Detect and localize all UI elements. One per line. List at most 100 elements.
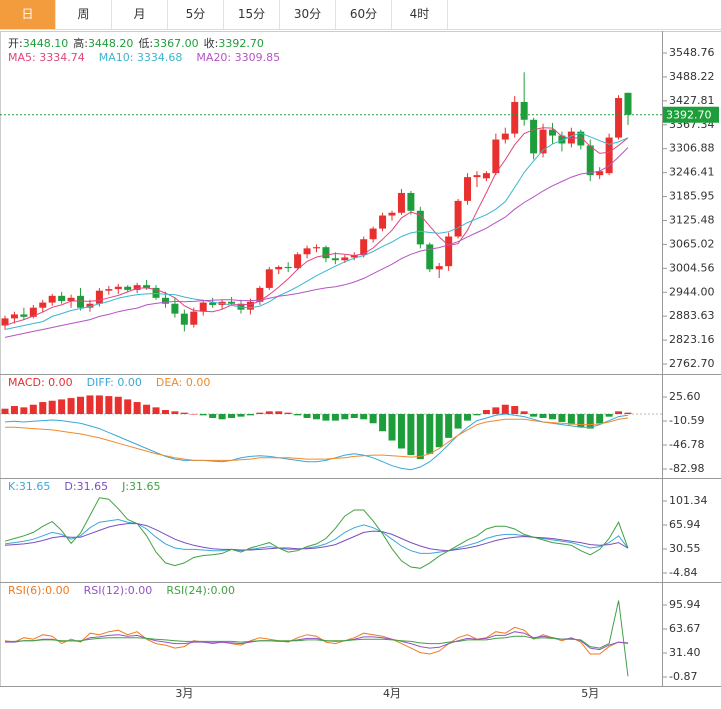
candle-body: [445, 236, 453, 267]
histogram-bar: [209, 413, 217, 418]
series-line: [4, 518, 629, 554]
candle-body: [265, 269, 273, 288]
y-tick-label: -0.87: [669, 670, 697, 683]
histogram-bar: [331, 413, 339, 421]
y-tick-label: 3004.56: [669, 261, 715, 274]
candle-body: [567, 131, 575, 144]
period-tab[interactable]: 日: [0, 0, 56, 29]
period-tab[interactable]: 5分: [168, 0, 224, 29]
legend-entry: DEA: 0.00: [156, 376, 210, 389]
candle-body: [388, 212, 396, 216]
candle-body: [313, 247, 320, 249]
candle-body: [256, 287, 264, 302]
candle-body: [473, 175, 481, 178]
histogram-bar: [228, 413, 236, 418]
histogram-bar: [464, 413, 472, 421]
histogram-bar: [199, 413, 207, 416]
legend-entry: MA10: 3334.68: [99, 51, 183, 64]
candle-body: [426, 244, 434, 270]
period-tab[interactable]: 4时: [392, 0, 448, 29]
y-tick-label: -10.59: [669, 414, 704, 427]
candle-body: [29, 307, 37, 317]
y-tick-label: 3427.81: [669, 94, 715, 107]
period-tab[interactable]: 60分: [336, 0, 392, 29]
histogram-bar: [265, 411, 273, 414]
histogram-bar: [284, 412, 292, 414]
candle-body: [482, 173, 490, 179]
candle-body: [322, 247, 330, 259]
histogram-bar: [605, 413, 613, 417]
histogram-bar: [29, 404, 37, 414]
candle-body: [95, 290, 103, 304]
histogram-bar: [492, 407, 500, 414]
series-line: [4, 132, 629, 330]
ohlc-value: 3448.20: [88, 37, 134, 50]
legend-entry: RSI(6):0.00: [8, 584, 70, 597]
candle-body: [228, 301, 236, 304]
candle-body: [605, 137, 613, 174]
ohlc-value: 3448.10: [23, 37, 69, 50]
candle-body: [20, 314, 28, 317]
period-tab[interactable]: 30分: [280, 0, 336, 29]
y-tick-label: 2762.70: [669, 357, 715, 370]
series-line: [5, 631, 629, 651]
y-tick-label: 3185.95: [669, 190, 715, 203]
candle-body: [237, 303, 245, 310]
histogram-bar: [577, 413, 585, 428]
histogram-bar: [350, 413, 358, 418]
histogram-bar: [133, 402, 141, 414]
histogram-bar: [379, 413, 387, 432]
histogram-bar: [586, 413, 594, 429]
x-tick-label: 4月: [383, 687, 401, 700]
histogram-bar: [473, 413, 481, 416]
candle-body: [511, 101, 519, 134]
ohlc-label: 高:: [73, 36, 88, 50]
histogram-bar: [180, 412, 188, 414]
histogram-bar: [388, 413, 396, 441]
x-tick-label: 3月: [175, 687, 193, 700]
legend-entry: K:31.65: [8, 480, 50, 493]
ohlc-label: 低:: [138, 37, 153, 50]
histogram-bar: [58, 399, 66, 414]
histogram-bar: [624, 412, 632, 414]
y-tick-label: 2883.63: [669, 309, 715, 322]
candle-body: [379, 215, 387, 229]
series-line: [4, 127, 629, 326]
histogram-bar: [294, 413, 302, 416]
candle-body: [161, 297, 169, 304]
last-price-label: 3392.70: [666, 109, 712, 122]
legend-entry: RSI(24):0.00: [166, 584, 235, 597]
histogram-bar: [124, 399, 132, 414]
candle-body: [369, 228, 377, 240]
legend-entry: J:31.65: [121, 480, 160, 493]
period-tab[interactable]: 月: [112, 0, 168, 29]
histogram-bar: [596, 413, 604, 424]
histogram-bar: [10, 406, 18, 414]
series-line: [4, 497, 629, 569]
x-tick-label: 5月: [581, 687, 599, 700]
candle-body: [539, 129, 547, 154]
histogram-bar: [520, 411, 528, 414]
candle-body: [114, 286, 122, 290]
y-tick-label: -82.98: [669, 462, 704, 475]
histogram-bar: [95, 395, 103, 414]
candle-body: [58, 295, 66, 301]
candle-body: [530, 119, 538, 154]
legend-entry: MACD: 0.00: [8, 376, 73, 389]
candle-body: [199, 302, 207, 312]
series-line: [5, 600, 629, 677]
candle-body: [133, 285, 141, 290]
period-tab[interactable]: 15分: [224, 0, 280, 29]
histogram-bar: [397, 413, 405, 449]
y-tick-label: 3246.41: [669, 166, 715, 179]
y-tick-label: 3125.48: [669, 213, 715, 226]
candle-body: [624, 92, 632, 115]
histogram-bar: [1, 408, 9, 414]
period-tab[interactable]: 周: [56, 0, 112, 29]
ohlc-value: 3367.00: [153, 37, 199, 50]
candle-body: [209, 302, 217, 305]
ohlc-value: 3392.70: [218, 37, 264, 50]
series-line: [5, 417, 629, 461]
y-tick-label: 2823.16: [669, 333, 715, 346]
ohlc-label: 开:: [8, 37, 23, 50]
